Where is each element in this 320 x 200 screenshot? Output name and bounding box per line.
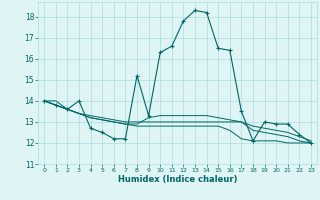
X-axis label: Humidex (Indice chaleur): Humidex (Indice chaleur)	[118, 175, 237, 184]
